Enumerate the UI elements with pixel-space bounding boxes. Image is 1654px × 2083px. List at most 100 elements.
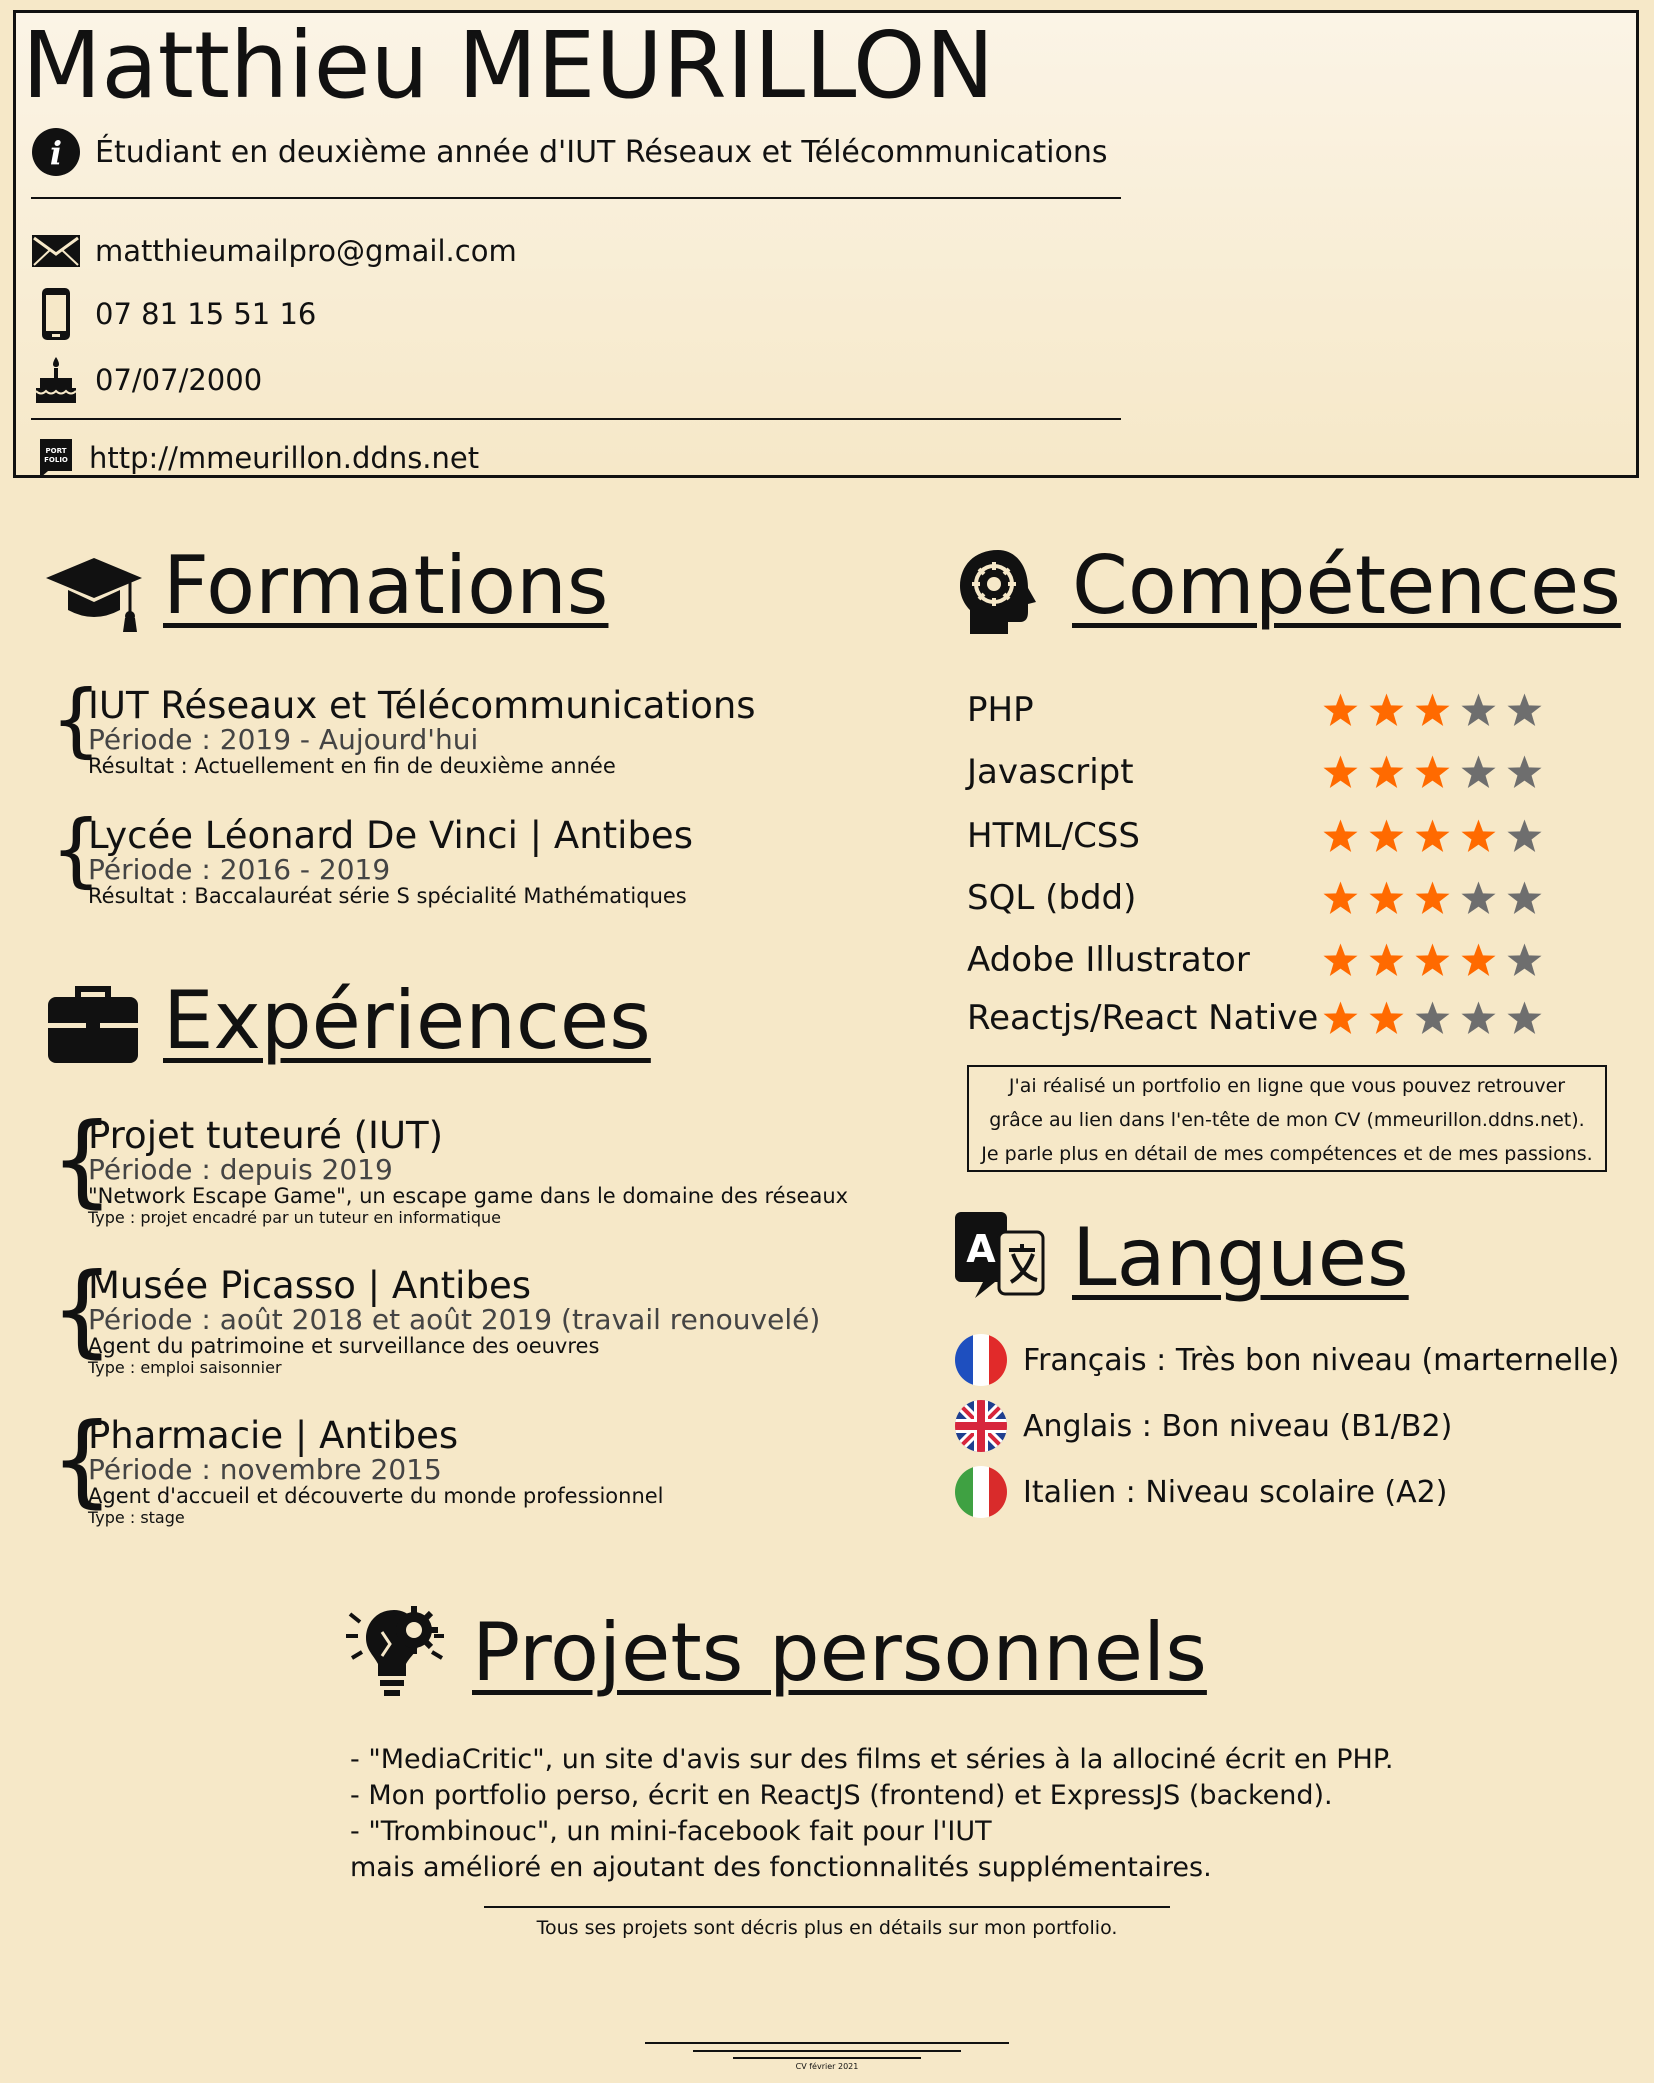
experience-type: Type : projet encadré par un tuteur en i… bbox=[88, 1208, 501, 1227]
skill-rating bbox=[1322, 880, 1543, 917]
star-filled-icon bbox=[1369, 943, 1404, 977]
uk-flag-icon bbox=[955, 1400, 1007, 1452]
email-row: matthieumailpro@gmail.com bbox=[31, 226, 517, 276]
project-line: - Mon portfolio perso, écrit en ReactJS … bbox=[350, 1780, 1333, 1811]
star-filled-icon bbox=[1323, 755, 1358, 789]
skill-name: HTML/CSS bbox=[967, 816, 1140, 856]
italy-flag-icon bbox=[955, 1466, 1007, 1518]
birthdate-row: 07/07/2000 bbox=[31, 355, 262, 405]
brace-icon: { bbox=[52, 673, 101, 766]
portfolio-badge-line1: PORT bbox=[46, 447, 67, 455]
projects-note: Tous ses projets sont décris plus en dét… bbox=[536, 1917, 1118, 1939]
experience-description: "Network Escape Game", un escape game da… bbox=[88, 1184, 849, 1208]
brain-gear-icon bbox=[958, 548, 1042, 640]
star-filled-icon bbox=[1415, 693, 1450, 727]
graduation-cap-icon bbox=[44, 552, 144, 640]
svg-text:i: i bbox=[50, 134, 62, 172]
birthdate: 07/07/2000 bbox=[95, 363, 263, 397]
projects-divider bbox=[484, 1906, 1170, 1908]
translate-letter: A bbox=[966, 1227, 996, 1271]
language-text: Français : Très bon niveau (marternelle) bbox=[1023, 1342, 1620, 1378]
star-empty-icon bbox=[1507, 693, 1542, 727]
star-filled-icon bbox=[1369, 693, 1404, 727]
star-filled-icon bbox=[1461, 943, 1496, 977]
header-divider-2 bbox=[31, 418, 1121, 420]
skill-rating bbox=[1322, 818, 1543, 855]
star-filled-icon bbox=[1461, 819, 1496, 853]
idea-bulb-gear-icon bbox=[342, 1602, 450, 1706]
skill-row: SQL (bdd) bbox=[967, 878, 1567, 918]
header-divider-1 bbox=[31, 197, 1121, 199]
formation-result: Résultat : Actuellement en fin de deuxiè… bbox=[88, 754, 616, 778]
experience-title: Pharmacie | Antibes bbox=[88, 1414, 459, 1457]
brace-icon: { bbox=[52, 1251, 113, 1368]
experience-type: Type : emploi saisonnier bbox=[88, 1358, 282, 1377]
language-text: Italien : Niveau scolaire (A2) bbox=[1023, 1474, 1448, 1510]
star-empty-icon bbox=[1507, 943, 1542, 977]
projects-list: - "MediaCritic", un site d'avis sur des … bbox=[350, 1742, 1394, 1886]
brace-icon: { bbox=[52, 1401, 113, 1518]
portfolio-link[interactable]: http://mmeurillon.ddns.net bbox=[89, 441, 480, 475]
star-filled-icon bbox=[1323, 1001, 1358, 1035]
project-line: mais amélioré en ajoutant des fonctionna… bbox=[350, 1852, 1212, 1883]
star-empty-icon bbox=[1507, 1001, 1542, 1035]
skill-row: Reactjs/React Native bbox=[967, 998, 1567, 1038]
brace-icon: { bbox=[52, 1101, 113, 1218]
langues-title: Langues bbox=[1072, 1211, 1409, 1304]
star-filled-icon bbox=[1369, 755, 1404, 789]
skill-row: HTML/CSS bbox=[967, 816, 1567, 856]
portfolio-row: PORT FOLIO http://mmeurillon.ddns.net bbox=[31, 433, 479, 483]
skill-row: Javascript bbox=[967, 752, 1567, 792]
competences-heading: Compétences bbox=[1072, 538, 1621, 634]
email-link[interactable]: matthieumailpro@gmail.com bbox=[95, 234, 517, 268]
skill-rating bbox=[1322, 1000, 1543, 1037]
skill-row: PHP bbox=[967, 690, 1567, 730]
experience-period: Période : août 2018 et août 2019 (travai… bbox=[88, 1303, 821, 1336]
portfolio-badge-line2: FOLIO bbox=[44, 456, 68, 464]
star-filled-icon bbox=[1369, 881, 1404, 915]
projets-title: Projets personnels bbox=[472, 1606, 1207, 1699]
experience-title: Projet tuteuré (IUT) bbox=[88, 1114, 444, 1157]
skill-name: SQL (bdd) bbox=[967, 878, 1137, 918]
star-filled-icon bbox=[1369, 1001, 1404, 1035]
experience-type: Type : stage bbox=[88, 1508, 185, 1527]
france-flag-icon bbox=[955, 1334, 1007, 1386]
star-filled-icon bbox=[1369, 819, 1404, 853]
experience-period: Période : depuis 2019 bbox=[88, 1153, 393, 1186]
briefcase-icon bbox=[46, 985, 140, 1069]
footer-text: CV février 2021 bbox=[795, 2062, 859, 2071]
skills-note: J'ai réalisé un portfolio en ligne que v… bbox=[967, 1065, 1607, 1172]
star-filled-icon bbox=[1415, 943, 1450, 977]
project-line: - "Trombinouc", un mini-facebook fait po… bbox=[350, 1816, 992, 1847]
formation-title: Lycée Léonard De Vinci | Antibes bbox=[88, 814, 693, 857]
birthday-cake-icon bbox=[31, 355, 81, 405]
brace-icon: { bbox=[52, 803, 101, 896]
star-empty-icon bbox=[1461, 1001, 1496, 1035]
language-item: Anglais : Bon niveau (B1/B2) bbox=[955, 1400, 1452, 1452]
subtitle-text: Étudiant en deuxième année d'IUT Réseaux… bbox=[95, 134, 1108, 170]
star-filled-icon bbox=[1323, 881, 1358, 915]
formations-title: Formations bbox=[163, 539, 609, 632]
star-filled-icon bbox=[1323, 693, 1358, 727]
language-item: Italien : Niveau scolaire (A2) bbox=[955, 1466, 1447, 1518]
experience-description: Agent du patrimoine et surveillance des … bbox=[88, 1334, 600, 1358]
translate-icon: A bbox=[953, 1210, 1045, 1306]
skill-rating bbox=[1322, 754, 1543, 791]
experiences-title: Expériences bbox=[163, 974, 651, 1067]
star-filled-icon bbox=[1415, 755, 1450, 789]
star-filled-icon bbox=[1415, 881, 1450, 915]
formation-result: Résultat : Baccalauréat série S spéciali… bbox=[88, 884, 687, 908]
person-name: Matthieu MEURILLON bbox=[22, 12, 995, 119]
phone-number[interactable]: 07 81 15 51 16 bbox=[95, 297, 317, 331]
star-filled-icon bbox=[1323, 943, 1358, 977]
formation-period: Période : 2019 - Aujourd'hui bbox=[88, 723, 479, 756]
info-icon: i bbox=[31, 127, 81, 177]
formation-title: IUT Réseaux et Télécommunications bbox=[88, 684, 756, 727]
phone-row: 07 81 15 51 16 bbox=[31, 288, 317, 340]
project-line: - "MediaCritic", un site d'avis sur des … bbox=[350, 1744, 1394, 1775]
competences-title: Compétences bbox=[1072, 539, 1621, 632]
footer-divider-1 bbox=[645, 2042, 1009, 2044]
skills-note-line: grâce au lien dans l'en-tête de mon CV (… bbox=[989, 1109, 1585, 1131]
star-empty-icon bbox=[1461, 881, 1496, 915]
star-empty-icon bbox=[1461, 693, 1496, 727]
